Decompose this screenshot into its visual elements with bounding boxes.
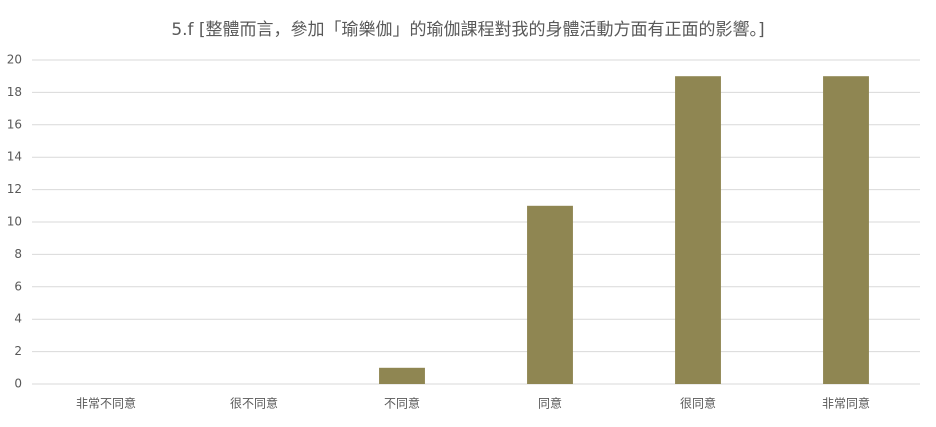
x-tick-label: 很不同意 [230,396,278,411]
y-tick-label: 10 [7,215,22,229]
y-tick-label: 16 [7,117,22,131]
bar [823,76,869,384]
y-tick-label: 2 [14,344,22,358]
y-tick-label: 14 [7,150,22,164]
x-tick-label: 同意 [538,396,562,411]
y-tick-label: 0 [14,377,22,391]
y-tick-label: 20 [7,53,22,67]
y-tick-label: 6 [14,279,22,293]
x-tick-label: 不同意 [384,396,420,411]
y-tick-label: 4 [14,312,22,326]
x-tick-label: 非常不同意 [76,396,136,411]
bar [675,76,721,384]
chart-title: 5.f [整體而言，參加「瑜樂伽」的瑜伽課程對我的身體活動方面有正面的影響。] [171,20,764,40]
bar [527,205,573,384]
x-tick-label: 非常同意 [822,396,870,411]
y-tick-label: 12 [7,182,22,196]
x-tick-label: 很同意 [680,396,716,411]
bar [379,367,425,384]
y-tick-label: 18 [7,85,22,99]
y-tick-label: 8 [14,247,22,261]
